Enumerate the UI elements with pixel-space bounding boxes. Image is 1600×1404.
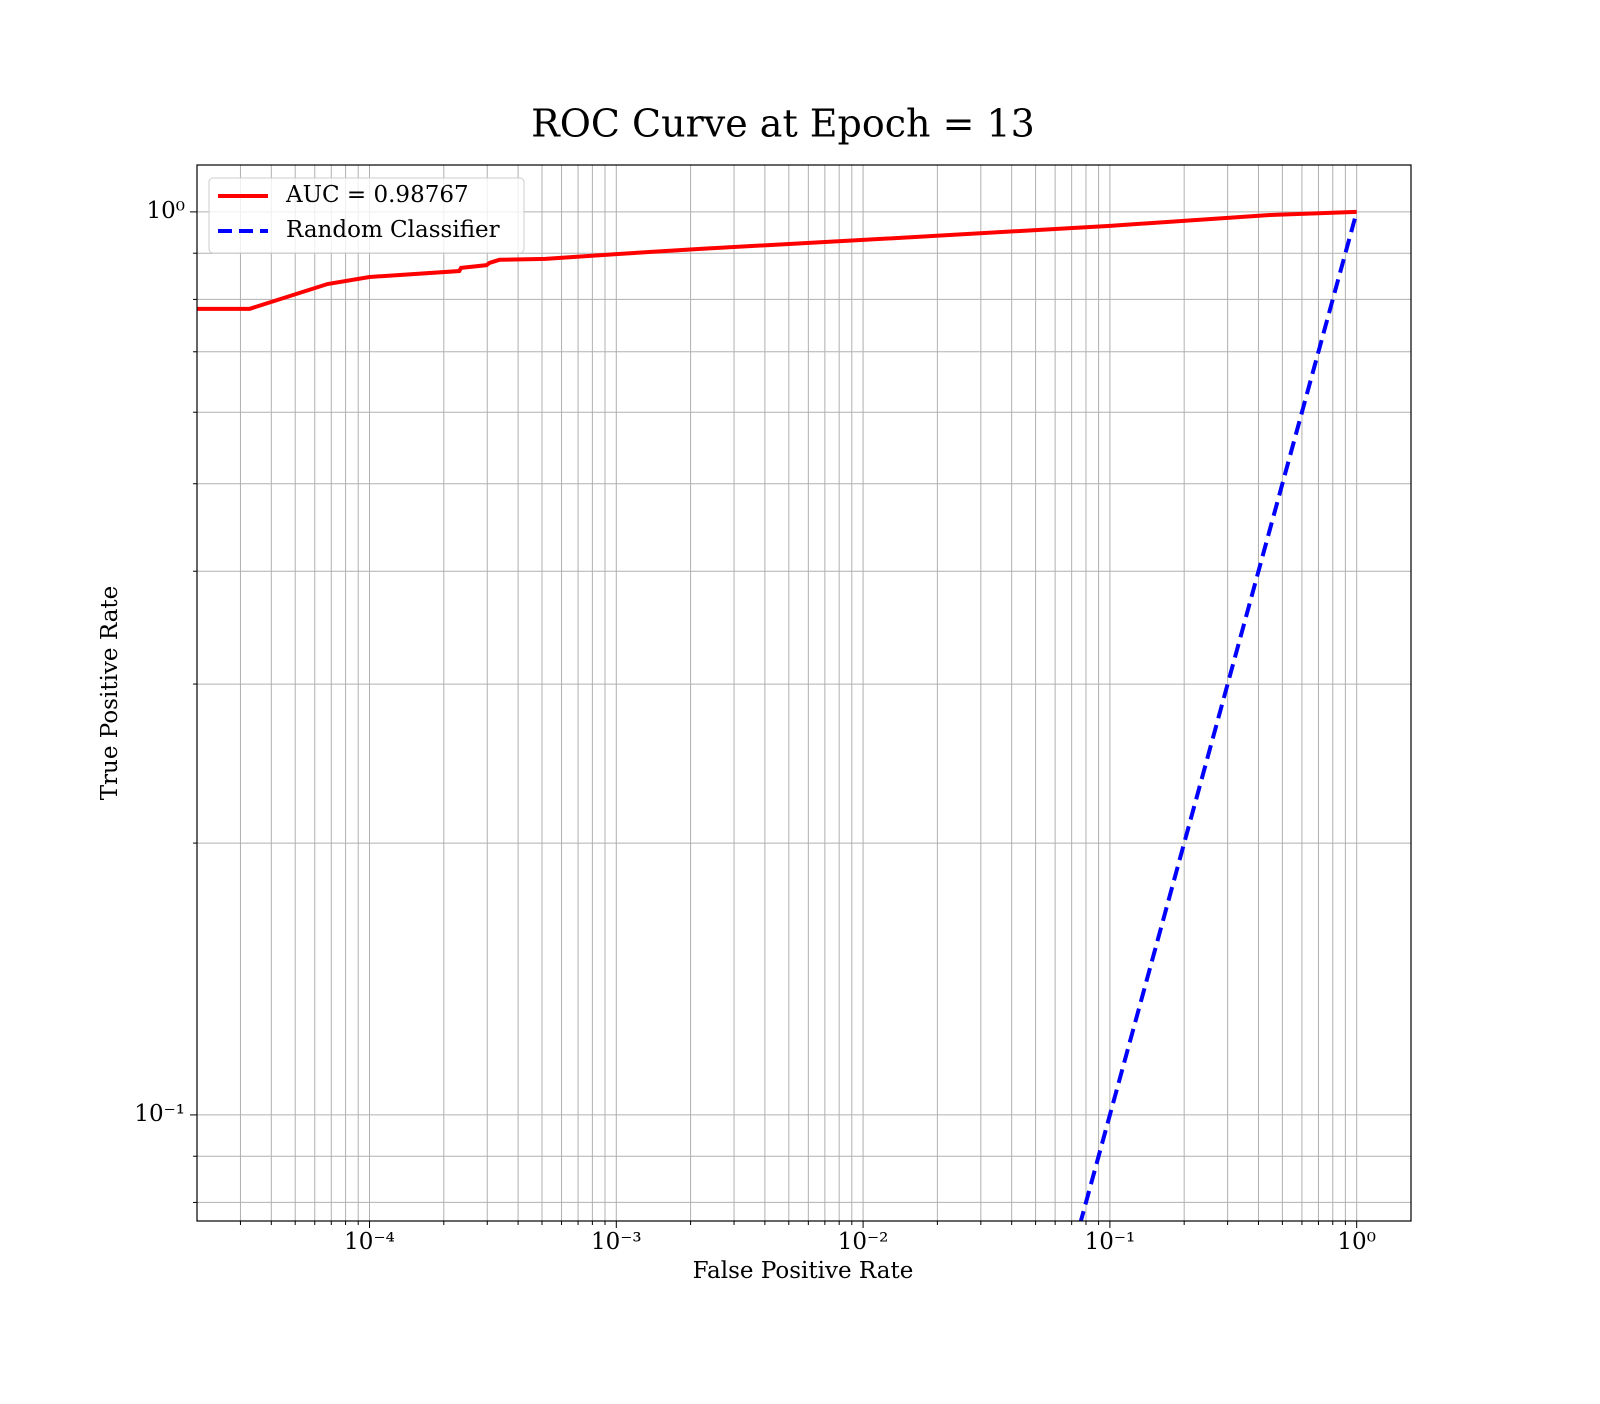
x-tick-label: 10⁻¹ <box>1085 1229 1136 1255</box>
x-tick-label: 10⁰ <box>1337 1229 1376 1255</box>
x-tick-label: 10⁻⁴ <box>344 1229 395 1255</box>
plot-frame <box>196 164 1412 1222</box>
series-line <box>1078 211 1359 1221</box>
x-axis-label: False Positive Rate <box>693 1258 914 1284</box>
grid <box>197 165 1411 1221</box>
y-tick-label: 10⁰ <box>147 198 186 224</box>
y-tick-label: 10⁻¹ <box>134 1101 185 1127</box>
legend-label: Random Classifier <box>286 217 500 243</box>
x-tick-label: 10⁻² <box>838 1229 889 1255</box>
plot-lines <box>197 209 1359 1221</box>
y-axis-label: True Positive Rate <box>97 586 123 801</box>
axes: 10⁻⁴ 10⁻³ 10⁻² 10⁻¹ 10⁰ 10⁻¹ 10⁰ <box>134 198 1376 1255</box>
chart-title: ROC Curve at Epoch = 13 <box>531 102 1035 146</box>
legend-label: AUC = 0.98767 <box>285 182 469 208</box>
legend-box <box>208 177 525 254</box>
x-tick-label: 10⁻³ <box>591 1229 642 1255</box>
legend: AUC = 0.98767 Random Classifier <box>208 177 525 254</box>
series-line <box>197 209 1357 311</box>
